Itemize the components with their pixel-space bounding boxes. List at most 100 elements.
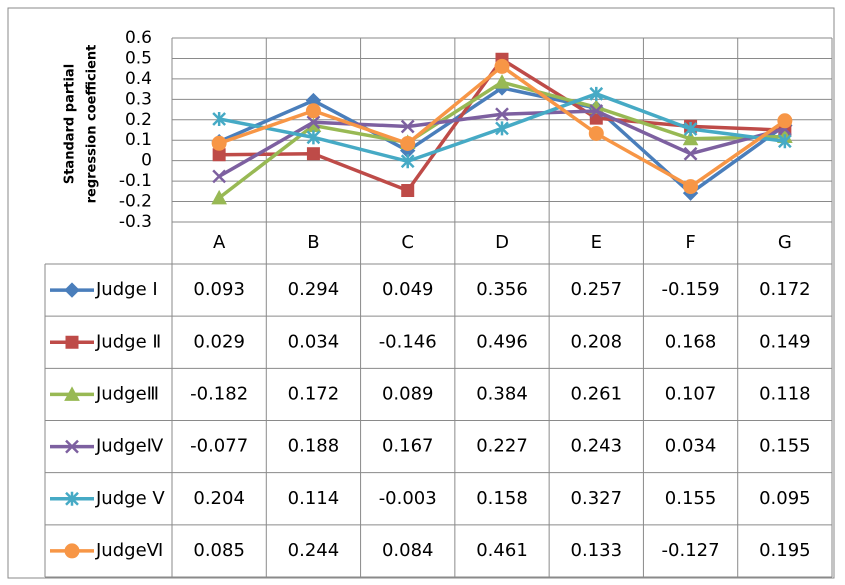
table-cell: 0.208 <box>571 331 623 352</box>
y-tick-label: -0.2 <box>119 192 152 212</box>
table-cell: -0.003 <box>379 488 437 509</box>
table-cell: 0.167 <box>382 436 434 457</box>
table-cell: 0.049 <box>382 279 434 300</box>
x-tick-label: E <box>591 232 602 253</box>
data-point <box>777 113 793 129</box>
data-point <box>495 107 509 122</box>
data-point <box>683 121 698 136</box>
legend-marker <box>65 491 79 506</box>
x-tick-label: B <box>307 232 319 253</box>
table-cell: 0.095 <box>759 488 811 509</box>
table-cell: 0.084 <box>382 540 434 561</box>
y-tick-label: 0 <box>141 151 152 171</box>
legend-label: Judge Ⅱ <box>95 331 161 352</box>
table-cell: 0.244 <box>288 540 340 561</box>
table-cell: 0.168 <box>665 331 717 352</box>
table-cell: 0.188 <box>288 436 340 457</box>
legend-marker <box>65 439 79 454</box>
data-point <box>682 130 699 146</box>
legend-marker <box>64 386 80 401</box>
table-cell: 0.195 <box>759 540 811 561</box>
data-point <box>306 115 321 130</box>
data-point <box>211 189 227 205</box>
legend-label: JudgeⅣ <box>95 436 164 457</box>
legend-marker <box>65 335 79 349</box>
table-cell: 0.155 <box>665 488 717 509</box>
data-point <box>400 135 416 151</box>
legend-marker <box>64 282 80 298</box>
data-point <box>212 111 227 126</box>
chart-frame <box>7 7 835 579</box>
table-cell: 0.461 <box>476 540 528 561</box>
table-cell: 0.034 <box>288 331 340 352</box>
data-point <box>495 121 509 136</box>
y-tick-label: -0.1 <box>119 171 152 191</box>
table-cell: 0.261 <box>571 383 623 404</box>
data-point <box>777 134 792 149</box>
y-tick-label: 0.4 <box>125 69 152 89</box>
data-point <box>212 169 227 184</box>
table-cell: 0.294 <box>288 279 340 300</box>
y-tick-label: 0.2 <box>125 110 152 130</box>
y-axis-label: Standard partial <box>63 64 78 184</box>
data-point <box>494 74 510 89</box>
x-tick-label: D <box>495 232 509 253</box>
table-cell: 0.133 <box>571 540 623 561</box>
y-tick-label: 0.5 <box>125 48 152 68</box>
table-cell: 0.155 <box>759 436 811 457</box>
y-tick-label: -0.3 <box>119 212 152 232</box>
table-cell: 0.356 <box>476 279 528 300</box>
table-cell: 0.172 <box>288 383 340 404</box>
table-cell: -0.146 <box>379 331 437 352</box>
legend-label: JudgeⅢ <box>95 383 159 404</box>
data-point <box>400 119 415 134</box>
table-cell: -0.159 <box>662 279 720 300</box>
legend-label: Judge Ⅴ <box>95 488 165 509</box>
x-tick-label: A <box>213 232 226 253</box>
table-cell: 0.118 <box>759 383 811 404</box>
table-cell: 0.085 <box>193 540 245 561</box>
legend-marker <box>64 543 80 559</box>
x-tick-label: F <box>685 232 695 253</box>
table-cell: 0.114 <box>288 488 340 509</box>
table-cell: 0.107 <box>665 383 717 404</box>
table-cell: 0.257 <box>571 279 623 300</box>
data-point <box>211 135 227 151</box>
table-cell: 0.243 <box>571 436 623 457</box>
data-point <box>589 104 604 118</box>
table-cell: 0.093 <box>193 279 245 300</box>
table-cell: -0.077 <box>190 436 248 457</box>
data-point <box>589 86 604 101</box>
data-point <box>494 58 510 74</box>
data-point <box>401 184 415 198</box>
table-cell: 0.204 <box>193 488 245 509</box>
table-cell: 0.089 <box>382 383 434 404</box>
data-point <box>305 103 321 119</box>
table-cell: 0.384 <box>476 383 528 404</box>
x-tick-label: G <box>778 232 792 253</box>
table-cell: 0.172 <box>759 279 811 300</box>
data-point <box>683 146 698 161</box>
legend-label: JudgeⅥ <box>95 540 163 561</box>
y-tick-label: 0.6 <box>125 28 152 48</box>
table-cell: 0.029 <box>193 331 245 352</box>
table-cell: -0.182 <box>190 383 248 404</box>
data-point <box>683 179 699 195</box>
table-cell: 0.158 <box>476 488 528 509</box>
data-point <box>588 125 604 141</box>
y-tick-label: 0.1 <box>125 130 152 150</box>
data-point <box>306 147 320 161</box>
x-tick-label: C <box>401 232 414 253</box>
table-cell: 0.496 <box>476 331 528 352</box>
table-cell: 0.149 <box>759 331 811 352</box>
table-cell: 0.227 <box>476 436 528 457</box>
y-tick-label: 0.3 <box>125 89 152 109</box>
legend-label: Judge I <box>95 279 158 300</box>
data-point <box>306 130 321 145</box>
table-cell: 0.327 <box>571 488 623 509</box>
data-point <box>400 154 415 169</box>
table-cell: 0.034 <box>665 436 717 457</box>
table-cell: -0.127 <box>662 540 720 561</box>
y-axis-label: regression coefficient <box>85 45 100 204</box>
